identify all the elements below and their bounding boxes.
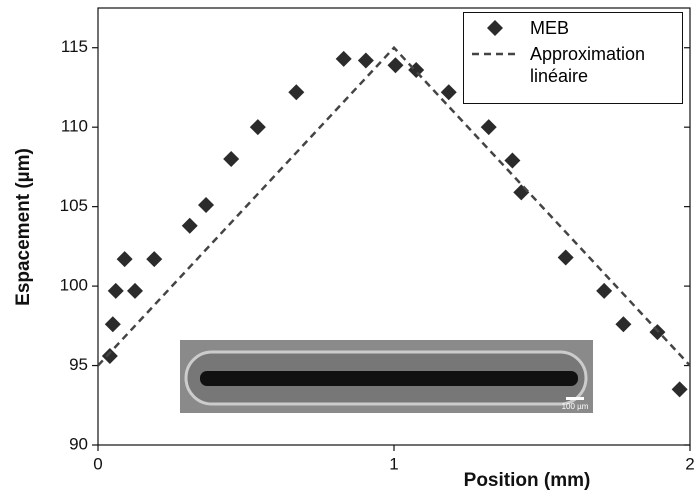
data-point (480, 119, 497, 136)
y-tick-label: 90 (69, 434, 88, 453)
data-point (104, 316, 121, 333)
data-point (335, 50, 352, 67)
data-point (288, 84, 305, 101)
data-point (181, 217, 198, 234)
data-point (107, 282, 124, 299)
data-point (127, 282, 143, 299)
data-point (116, 251, 133, 268)
y-tick-label: 105 (60, 196, 88, 215)
data-point (596, 282, 613, 299)
x-tick-label: 0 (93, 454, 102, 473)
y-tick-label: 110 (61, 117, 88, 136)
x-tick-label: 1 (389, 454, 398, 473)
y-tick-label: 100 (60, 276, 88, 295)
data-point (146, 251, 163, 268)
data-point (101, 348, 118, 365)
data-point (387, 57, 404, 74)
inset-scale-bar (566, 397, 584, 400)
inset-image: 100 µm (180, 340, 593, 413)
data-point (671, 381, 688, 398)
y-tick-label: 95 (69, 355, 88, 374)
legend-entry: MEB (470, 17, 682, 39)
fit-line (97, 45, 691, 367)
data-point (504, 152, 521, 169)
inset-slot (200, 371, 578, 386)
data-point (513, 184, 530, 201)
data-point (615, 316, 632, 333)
data-point (557, 249, 574, 266)
legend-label: MEB (530, 18, 570, 38)
y-tick-label: 115 (61, 37, 88, 56)
data-point (249, 119, 266, 136)
x-axis-label: Position (mm) (464, 470, 591, 491)
x-tick-label: 2 (685, 454, 694, 473)
legend-symbol (472, 52, 518, 56)
legend-symbol (487, 20, 503, 36)
data-point (198, 197, 215, 214)
legend-marker (487, 20, 503, 36)
legend-entry: Approximation linéaire (470, 43, 682, 87)
data-point (223, 150, 240, 167)
data-point (440, 84, 457, 101)
y-axis-label: Espacement (µm) (13, 148, 34, 306)
inset-label: 100 µm (562, 402, 589, 411)
legend-label: Approximation linéaire (530, 44, 646, 86)
legend: MEB Approximation linéaire (463, 12, 683, 104)
data-point (357, 52, 374, 69)
